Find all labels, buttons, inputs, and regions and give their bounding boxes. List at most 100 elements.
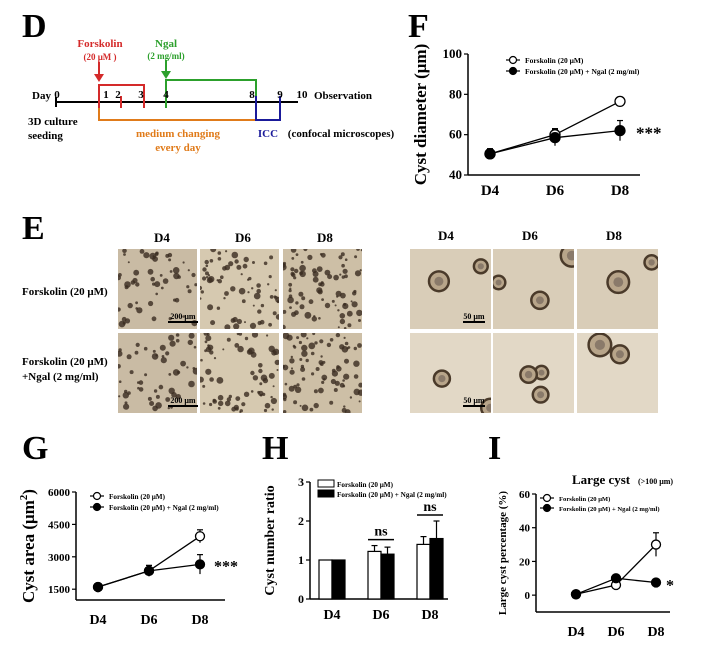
ngal-bracket	[165, 79, 257, 96]
e-left-col-d8: D8	[317, 230, 333, 245]
significance-annotation: ***	[214, 558, 238, 575]
day-2-label: 2	[115, 89, 121, 101]
y-tick-label-0: 40	[449, 167, 462, 182]
ngal-label: Ngal	[155, 38, 177, 50]
y-tick-label-1: 3000	[48, 552, 71, 564]
x-tick-label-d4: D4	[481, 183, 500, 199]
micrograph-right-r2-c1	[410, 333, 491, 413]
micrograph-left-r1-c3	[283, 249, 362, 329]
scale-bar-right-bottom-label: 50 μm	[463, 396, 485, 405]
chart-g-cyst-area: 1500 3000 4500 6000 D4 D6 D8 Forskolin (20 μM) F…	[18, 487, 238, 628]
micrograph-left-r2-c2	[200, 333, 279, 413]
x-tick-label-d4: D4	[89, 613, 106, 628]
micrograph-left-r1-c2	[200, 249, 279, 329]
ngal-arrowhead	[161, 71, 171, 79]
series-2-point-2	[650, 577, 662, 588]
series-2-point-0	[92, 581, 104, 593]
scale-bar-left-top-label: 200 μm	[170, 312, 196, 321]
y-tick-label-2: 40	[519, 523, 531, 535]
series-1-point-2	[614, 95, 626, 108]
y-tick-label-0: 0	[298, 592, 304, 606]
x-tick-label-d4: D4	[567, 625, 584, 640]
y-tick-label-3: 60	[519, 489, 531, 501]
forskolin-concentration: (20 μM )	[83, 52, 116, 62]
observation-line-1: Observation	[314, 90, 372, 102]
chart-i-large-cyst: 0 20 40 60 D4 D6 D8 Forskolin (20 μM) Forskolin …	[497, 472, 674, 640]
day-1-label: 1	[103, 89, 109, 101]
day-3-label: 3	[138, 89, 144, 101]
series-2-point-1	[143, 565, 155, 576]
legend-swatch-1	[317, 479, 335, 488]
y-tick-label-2: 4500	[48, 519, 71, 531]
y-tick-label-3: 100	[443, 46, 463, 61]
icc-bracket	[255, 108, 281, 121]
bar-series-1-d6	[367, 550, 382, 600]
seeding-line-2: seeding	[28, 130, 63, 142]
medium-bracket	[98, 108, 257, 121]
y-axis-title: Cyst number ratio	[263, 485, 278, 595]
legend-label-2: Forskolin (20 μM) + Ngal (2 mg/ml)	[525, 67, 640, 76]
x-tick-label-d8: D8	[421, 608, 438, 623]
ns-label-d6: ns	[374, 525, 388, 540]
series-2-point-1	[549, 132, 561, 144]
series-2-point-1	[610, 573, 622, 584]
x-tick-label-d8: D8	[647, 625, 664, 640]
panel-letter-e: E	[22, 210, 45, 247]
scale-bar-right-bottom: 50 μm	[460, 396, 488, 407]
bar-series-2-d4	[331, 559, 346, 600]
panel-letter-i: I	[488, 430, 502, 467]
significance-annotation: ***	[636, 124, 662, 143]
legend-swatch-2	[317, 489, 335, 498]
bar-series-1-d4	[318, 559, 333, 600]
day-label: Day	[32, 90, 51, 102]
scale-bar-right-top: 50 μm	[460, 312, 488, 323]
e-right-col-d4: D4	[438, 228, 454, 243]
forskolin-arrowhead	[94, 74, 104, 82]
e-right-col-d8: D8	[606, 228, 622, 243]
legend-label-1: Forskolin (20 μM)	[525, 56, 584, 65]
icc-label: ICC	[258, 128, 278, 140]
e-left-col-d4: D4	[154, 230, 170, 245]
series-1-line	[489, 100, 621, 155]
legend-marker-1	[542, 493, 552, 503]
y-axis-title-main: Cyst area (μm	[19, 500, 38, 603]
micrograph-right-r1-c1	[410, 249, 491, 329]
legend-label-2: Forskolin (20 μM) + Ngal (2 mg/ml)	[559, 506, 660, 513]
chart-f-cyst-diameter: 40 60 80 100 D4 D6 D8 Forskolin (20 μM) Forskoli…	[411, 44, 662, 199]
bar-series-1-d8	[416, 543, 431, 600]
medium-line-1: medium changing	[136, 128, 221, 140]
micrograph-left-r2-c3	[283, 333, 362, 413]
series-1-line	[97, 535, 201, 588]
e-row2-label-line2: +Ngal (2 mg/ml)	[22, 371, 99, 383]
legend-label-2: Forskolin (20 μM) + Ngal (2 mg/ml)	[337, 491, 447, 499]
y-axis-title: Large cyst percentage (%)	[497, 491, 509, 615]
y-tick-label-0: 1500	[48, 584, 71, 596]
legend-marker-1	[92, 491, 102, 501]
e-row1-label: Forskolin (20 μM)	[22, 286, 108, 298]
series-2-point-2	[614, 124, 626, 137]
y-axis-title-close: )	[19, 489, 38, 495]
day-8-label: 8	[249, 89, 255, 101]
chart-title: Large cyst	[572, 472, 631, 487]
panel-letter-g: G	[22, 430, 49, 467]
legend-marker-2	[542, 503, 552, 513]
forskolin-label: Forskolin	[77, 38, 122, 50]
x-tick-label-d6: D6	[140, 613, 157, 628]
y-tick-label-1: 60	[449, 127, 462, 142]
scale-bar-left-top: 200 μm	[165, 312, 201, 323]
panel-letter-h: H	[262, 430, 289, 467]
significance-annotation: *	[666, 578, 674, 595]
series-1-point-2	[194, 531, 206, 542]
y-tick-label-3: 3	[298, 475, 304, 489]
micrograph-right-r2-c2	[493, 333, 574, 413]
micrograph-right-r1-c2	[493, 249, 574, 329]
ngal-concentration: (2 mg/ml)	[147, 51, 184, 61]
series-2-point-0	[570, 589, 582, 600]
day-10-label: 10	[297, 89, 309, 101]
chart-subtitle: (>100 μm)	[638, 477, 673, 486]
forskolin-bracket	[98, 84, 145, 96]
ns-label-d8: ns	[423, 500, 437, 515]
y-axis-title-superscript: 2	[18, 494, 30, 500]
y-axis-title: Cyst area (μm2)	[18, 489, 38, 603]
legend-marker-2	[508, 66, 518, 76]
